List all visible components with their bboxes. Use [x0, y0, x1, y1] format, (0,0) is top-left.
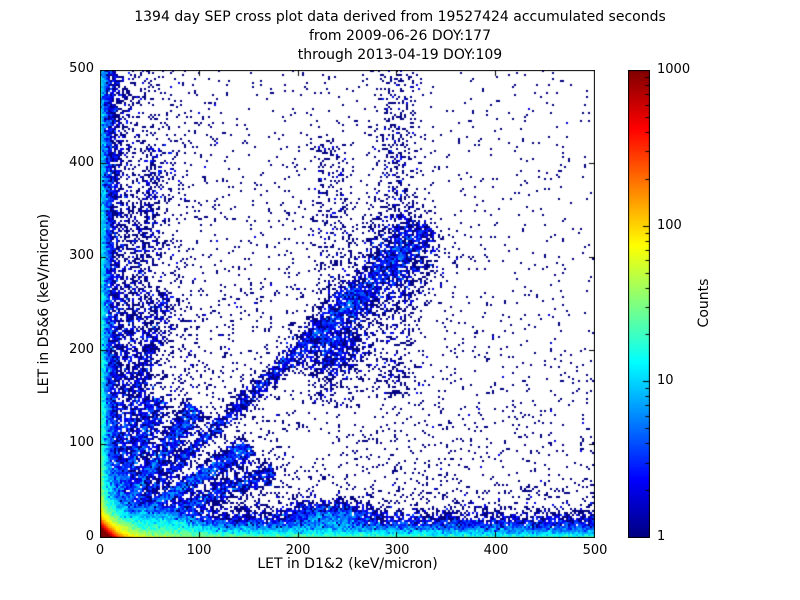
y-tick-label: 0 — [85, 529, 94, 544]
x-tick-label: 200 — [285, 543, 311, 558]
chart-title-block: 1394 day SEP cross plot data derived fro… — [0, 8, 800, 65]
y-tick-label: 100 — [69, 435, 94, 451]
y-tick-label: 200 — [69, 341, 94, 357]
title-line-2: from 2009-06-26 DOY:177 — [308, 28, 491, 44]
x-tick-label: 500 — [582, 543, 608, 558]
title-line-1: 1394 day SEP cross plot data derived fro… — [134, 9, 666, 25]
y-tick-label: 400 — [69, 154, 94, 170]
colorbar-tick-label: 100 — [657, 217, 682, 233]
x-axis-label: LET in D1&2 (keV/micron) — [257, 556, 438, 572]
colorbar-gradient — [628, 70, 650, 538]
colorbar-label: Counts — [696, 278, 712, 328]
x-tick-label: 0 — [95, 543, 105, 558]
colorbar-tick-label: 10 — [657, 373, 674, 389]
x-tick-label: 300 — [384, 543, 410, 558]
y-axis-label: LET in D5&6 (keV/micron) — [36, 213, 52, 395]
scatter-heatmap-canvas — [100, 70, 595, 538]
colorbar-tick-label: 1000 — [657, 62, 691, 77]
x-tick-label: 100 — [186, 543, 212, 558]
colorbar-tick-label: 1 — [657, 529, 666, 544]
y-tick-label: 300 — [69, 248, 94, 264]
x-tick-label: 400 — [483, 543, 509, 558]
title-line-3: through 2013-04-19 DOY:109 — [297, 47, 503, 63]
y-tick-label: 500 — [69, 61, 94, 76]
